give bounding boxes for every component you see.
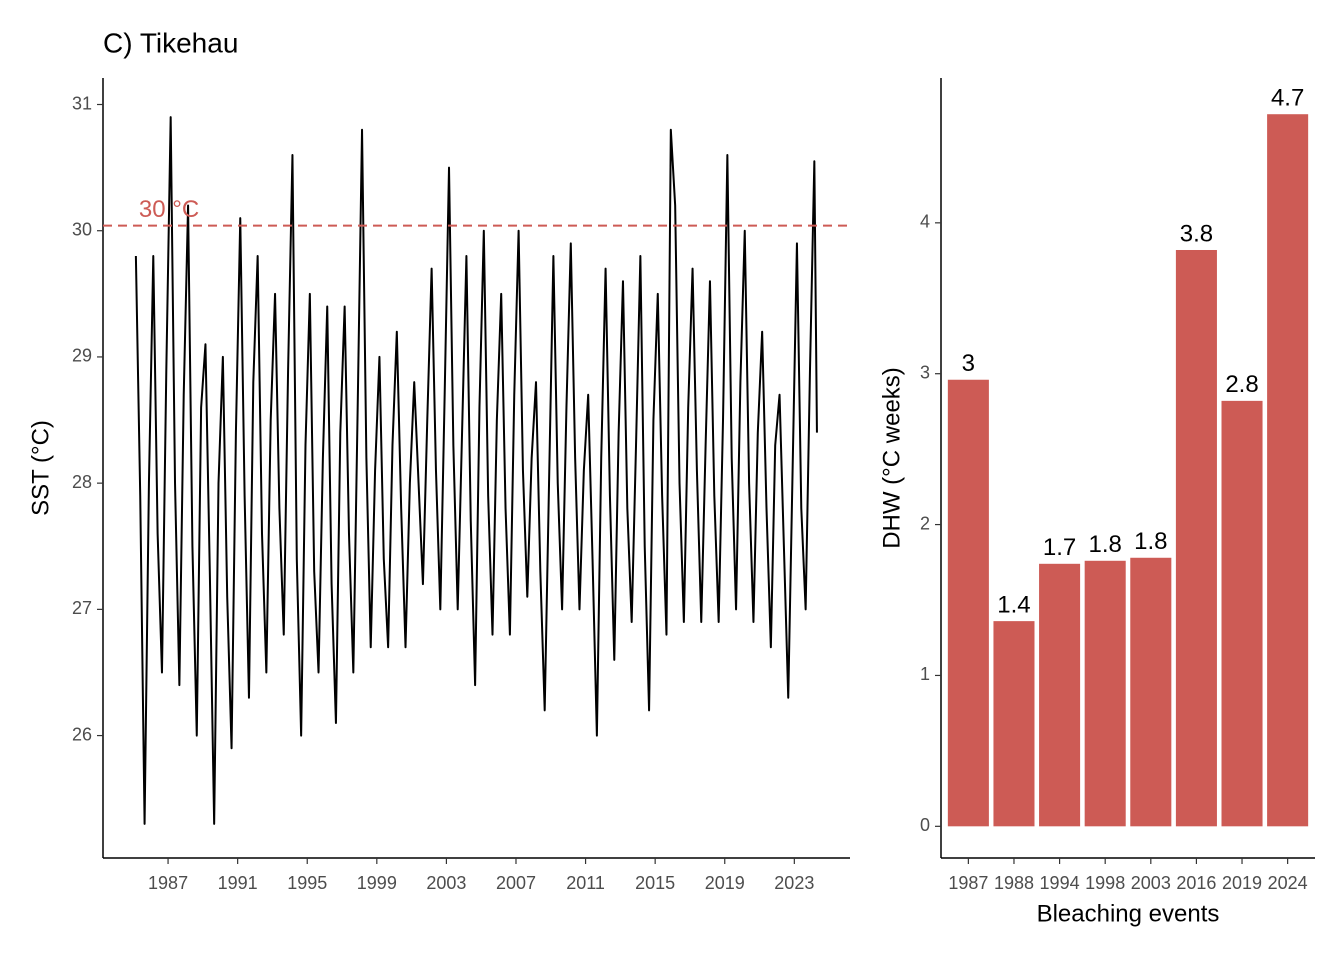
y-tick-label: 1: [920, 664, 930, 684]
x-tick-label: 1988: [994, 873, 1034, 893]
y-tick-label: 4: [920, 212, 930, 232]
x-tick-label: 2003: [426, 873, 466, 893]
y-tick-label: 30: [72, 219, 92, 239]
x-tick-label: 2024: [1268, 873, 1308, 893]
y-tick-label: 31: [72, 93, 92, 113]
y-tick-label: 3: [920, 362, 930, 382]
bar: [1175, 249, 1217, 827]
bar: [1130, 557, 1172, 827]
bar-value-label: 2.8: [1225, 371, 1258, 398]
x-tick-label: 2016: [1176, 873, 1216, 893]
x-tick-label: 2019: [705, 873, 745, 893]
x-tick-label: 1995: [287, 873, 327, 893]
bar-value-label: 1.4: [997, 591, 1030, 618]
y-tick-label: 27: [72, 598, 92, 618]
bar-value-label: 1.7: [1043, 534, 1076, 561]
bar-value-label: 4.7: [1271, 85, 1304, 112]
bar: [1084, 560, 1126, 827]
y-tick-label: 26: [72, 724, 92, 744]
y-tick-label: 2: [920, 513, 930, 533]
x-axis-title: Bleaching events: [1037, 900, 1220, 927]
bar: [1267, 114, 1309, 827]
y-tick-label: 28: [72, 472, 92, 492]
y-tick-label: 0: [920, 815, 930, 835]
bar-value-label: 1.8: [1134, 528, 1167, 555]
sst-line: [134, 116, 818, 825]
bar-value-label: 1.8: [1089, 531, 1122, 558]
x-tick-label: 1994: [1040, 873, 1080, 893]
x-tick-label: 1999: [357, 873, 397, 893]
y-axis-title: SST (°C): [27, 420, 54, 516]
x-tick-label: 1987: [148, 873, 188, 893]
x-tick-label: 1991: [218, 873, 258, 893]
x-tick-label: 1987: [948, 873, 988, 893]
chart-title: C) Tikehau: [103, 27, 238, 58]
reference-label: 30 °C: [139, 196, 199, 223]
x-tick-label: 2003: [1131, 873, 1171, 893]
bar: [1221, 400, 1263, 827]
bar: [1039, 563, 1081, 827]
x-tick-label: 2019: [1222, 873, 1262, 893]
bar: [947, 379, 989, 827]
y-tick-label: 29: [72, 346, 92, 366]
bar-value-label: 3: [962, 350, 975, 377]
x-tick-label: 2007: [496, 873, 536, 893]
bar: [993, 621, 1035, 827]
y-axis-title: DHW (°C weeks): [878, 367, 905, 549]
x-tick-label: 1998: [1085, 873, 1125, 893]
bar-value-label: 3.8: [1180, 220, 1213, 247]
x-tick-label: 2011: [566, 873, 605, 893]
x-tick-label: 2015: [635, 873, 675, 893]
x-tick-label: 2023: [774, 873, 814, 893]
